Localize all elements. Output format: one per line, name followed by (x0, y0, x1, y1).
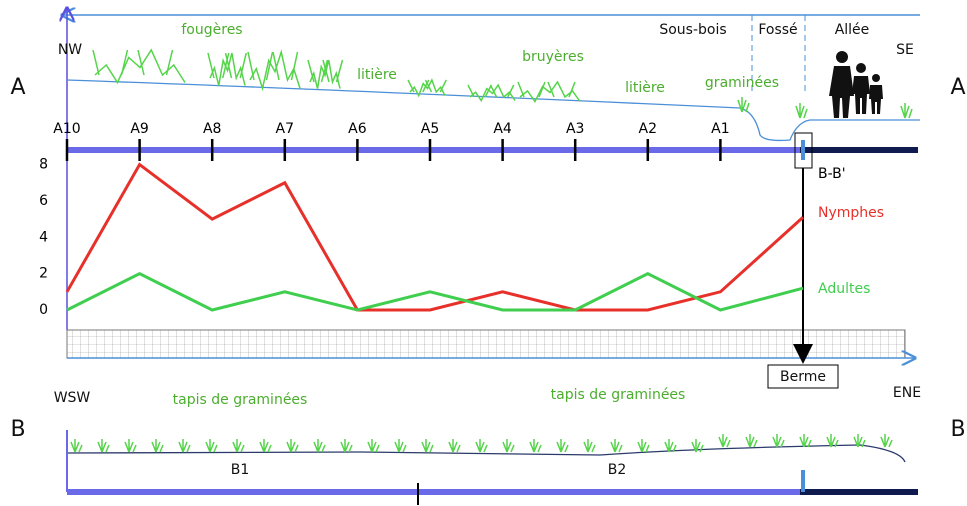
annotation: litière (625, 80, 665, 96)
annotation: WSW (54, 390, 91, 406)
annotation: A (10, 75, 25, 100)
decor (62, 8, 920, 505)
grass (665, 439, 676, 452)
grass (557, 439, 568, 452)
grass (881, 434, 892, 447)
annotation: Sous-bois (659, 22, 726, 38)
series-line (67, 165, 803, 310)
shrub (440, 80, 446, 92)
x-tick-label: A4 (493, 121, 512, 137)
y-tick-label: 0 (39, 302, 48, 318)
grass (179, 439, 190, 452)
x-tick-label: A8 (203, 121, 221, 137)
grass (476, 439, 487, 452)
x-tick-label: A10 (53, 121, 80, 137)
annotation: Allée (835, 22, 870, 38)
grass (449, 439, 460, 452)
annotation: A (950, 75, 965, 100)
annotation: litière (357, 67, 397, 83)
grass (206, 439, 217, 452)
annotation: Fossé (758, 22, 797, 38)
annotation: Berme (780, 369, 826, 385)
annotation: SE (896, 42, 914, 58)
x-tick-label: B-B' (818, 166, 846, 182)
grass (738, 97, 749, 112)
grass (98, 439, 109, 452)
annotation: graminées (705, 75, 779, 91)
grass (368, 439, 379, 452)
y-tick-label: 2 (39, 266, 48, 282)
grass (584, 439, 595, 452)
grass (71, 439, 82, 452)
legend-label: Nymphes (818, 205, 884, 221)
shrub (539, 82, 545, 97)
shrub (93, 50, 99, 75)
annotation: bruyères (522, 49, 584, 65)
grass (719, 434, 730, 447)
figure: 0 2 4 6 8 A10 A9 A8 A7 A6 A5 A4 A3 A2 A1 B-B' Nymphes Adu… (0, 0, 967, 506)
annotation: B1 (231, 462, 250, 478)
grass (503, 439, 514, 452)
y-tick-label: 6 (39, 193, 48, 209)
grass (773, 434, 784, 447)
grass (395, 439, 406, 452)
shrub (569, 82, 575, 97)
annotation: B (950, 417, 965, 442)
grass (314, 439, 325, 452)
grass (638, 439, 649, 452)
shrub (240, 53, 246, 78)
grass (260, 439, 271, 452)
grass (530, 439, 541, 452)
grass (901, 103, 912, 118)
shrub (491, 85, 497, 97)
grass (746, 434, 757, 447)
grass (152, 439, 163, 452)
annotation: tapis de graminées (173, 392, 308, 408)
x-tick-label: A1 (711, 121, 729, 137)
shrub (273, 52, 279, 80)
grass (422, 439, 433, 452)
shrub (167, 50, 173, 75)
annotation: B2 (608, 462, 627, 478)
series-line (67, 274, 803, 310)
grass (233, 439, 244, 452)
annotation: fougères (181, 22, 242, 38)
x-tick-label: A3 (566, 121, 584, 137)
x-tick-label: A9 (130, 121, 148, 137)
legend-label: Adultes (818, 281, 870, 297)
x-tick-label: A5 (421, 121, 439, 137)
shrub (337, 60, 343, 82)
shrub (248, 52, 254, 80)
grass (800, 434, 811, 447)
grass (125, 439, 136, 452)
shrub (518, 82, 524, 97)
x-tick-label: A2 (639, 121, 657, 137)
y-tick-label: 8 (39, 157, 48, 173)
shrub (310, 60, 340, 89)
annotation: tapis de graminées (551, 387, 686, 403)
x-tick-label: A7 (276, 121, 294, 137)
grass (341, 439, 352, 452)
x-tick-label: A6 (348, 121, 367, 137)
annotation: B (10, 417, 25, 442)
y-tick-label: 4 (39, 229, 48, 245)
shrub (250, 52, 300, 88)
shrub (548, 82, 554, 97)
grass (796, 103, 807, 118)
annotation: NW (58, 42, 82, 58)
grass (287, 439, 298, 452)
annotation: ENE (893, 385, 921, 401)
grass (611, 439, 622, 452)
